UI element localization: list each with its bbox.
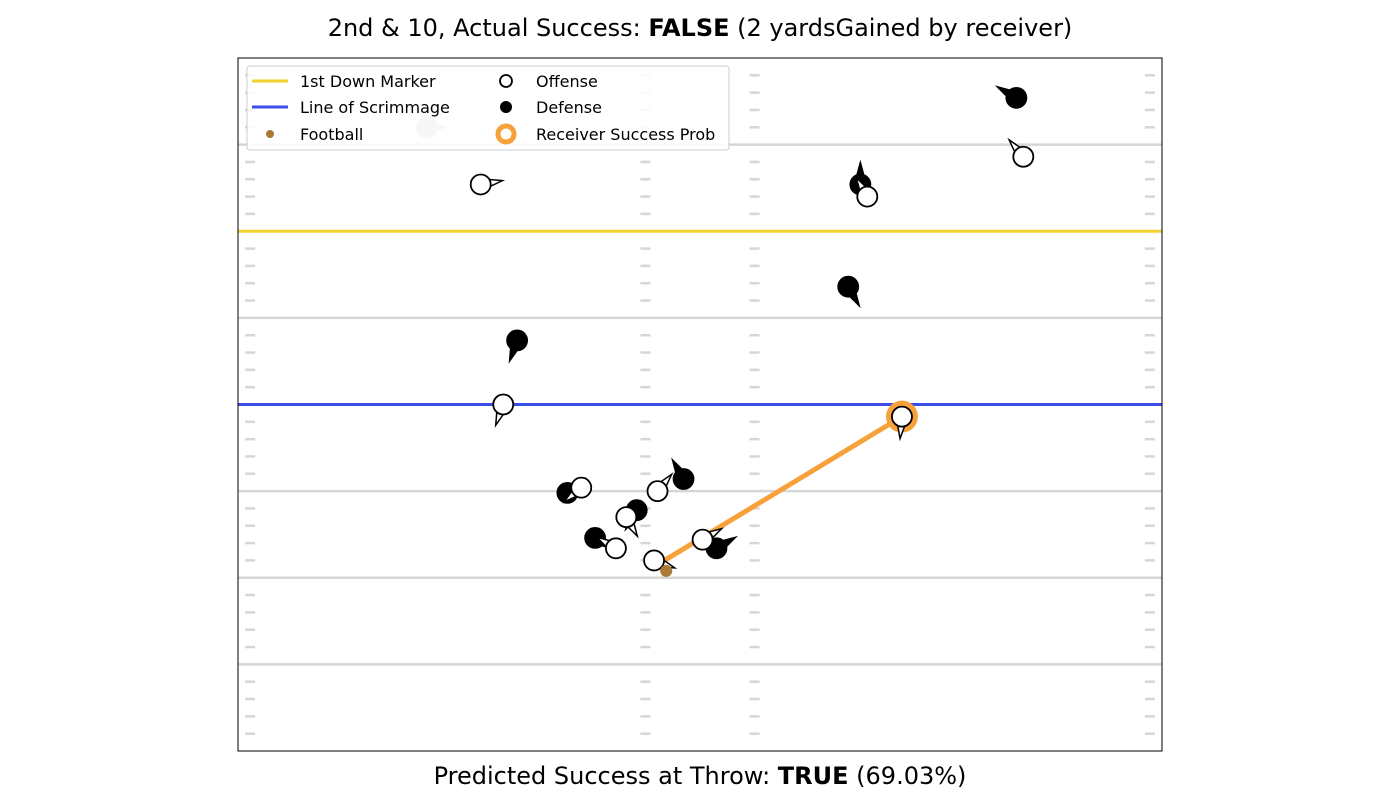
legend-label: Defense <box>536 98 602 117</box>
offense-player <box>594 535 627 560</box>
offense-player-dot <box>856 185 879 208</box>
defense-player <box>837 275 861 309</box>
offense-player-dot <box>492 393 515 416</box>
subtitle-suffix: (69.03%) <box>848 762 967 790</box>
football-marker <box>660 564 673 577</box>
offense-player-dot <box>615 506 638 529</box>
play-field-chart: 1st Down Marker Line of Scrimmage Football… <box>237 57 1163 752</box>
subtitle-prefix: Predicted Success at Throw: <box>433 762 778 790</box>
legend-label: Receiver Success Prob <box>536 125 715 144</box>
offense-player-dot <box>646 480 669 503</box>
subtitle-predicted-success: TRUE <box>777 762 849 790</box>
plot-area <box>238 74 1162 735</box>
chart-subtitle: Predicted Success at Throw: TRUE (69.03%… <box>0 760 1400 792</box>
offense-player-dot <box>691 528 714 551</box>
offense-player-dot <box>570 476 593 499</box>
offense-player <box>469 173 506 196</box>
defense-player <box>671 457 695 490</box>
title-suffix: (2 yardsGained by receiver) <box>729 14 1073 42</box>
legend-item: 1st Down Marker <box>252 72 436 91</box>
title-actual-success: FALSE <box>648 14 730 42</box>
legend-item: Offense <box>499 72 598 91</box>
legend-box <box>246 65 730 151</box>
offense-player <box>562 476 593 504</box>
offense-player-dot <box>1012 145 1035 168</box>
offense-player <box>691 527 725 551</box>
defense-player-dot <box>506 329 529 352</box>
defense-player-dot <box>1005 86 1028 109</box>
legend-label: Offense <box>536 72 598 91</box>
legend-label: Line of Scrimmage <box>300 98 450 117</box>
legend-defense-swatch <box>500 101 512 113</box>
legend-dot-swatch <box>266 130 274 138</box>
legend-item: Line of Scrimmage <box>252 98 450 117</box>
offense-player-dot <box>605 537 627 560</box>
offense-player-dot <box>469 173 492 196</box>
defense-player-dot <box>837 275 860 298</box>
offense-player <box>854 175 879 208</box>
legend-offense-swatch <box>499 74 513 88</box>
legend-item: Football <box>266 125 363 144</box>
receiver-player-dot <box>891 405 913 428</box>
title-prefix: 2nd & 10, Actual Success: <box>327 14 649 42</box>
offense-player <box>643 549 678 572</box>
defense-player <box>994 85 1028 109</box>
legend-label: 1st Down Marker <box>300 72 436 91</box>
offense-player <box>646 472 674 503</box>
plot-frame <box>237 57 1163 752</box>
offense-player <box>615 506 639 539</box>
legend-item: Receiver Success Prob <box>495 123 715 145</box>
defense-player-dot <box>584 527 607 549</box>
offense-player <box>492 393 515 428</box>
chart-title: 2nd & 10, Actual Success: FALSE (2 yards… <box>0 12 1400 44</box>
receiver-player <box>891 405 913 442</box>
legend: 1st Down Marker Line of Scrimmage Football… <box>246 65 730 151</box>
defense-player-dot <box>672 468 695 490</box>
legend-item: Defense <box>500 98 602 117</box>
offense-player <box>1007 137 1035 168</box>
offense-player-dot <box>643 549 665 572</box>
legend-label: Football <box>300 125 363 144</box>
defense-player <box>506 329 529 364</box>
legend-receiver-swatch <box>495 123 517 145</box>
